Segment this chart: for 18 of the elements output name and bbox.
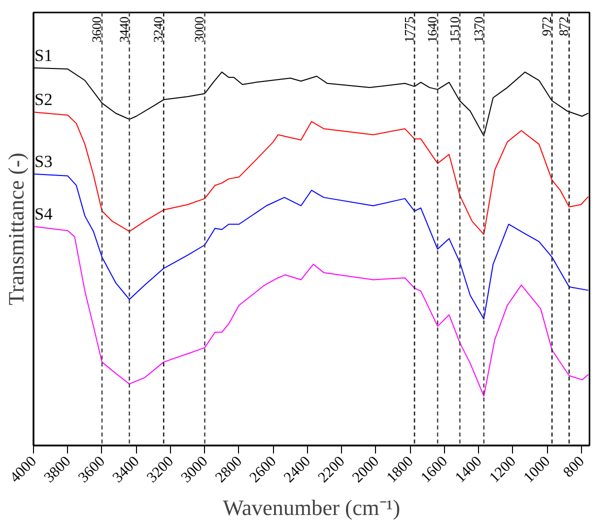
series-label: S1 <box>34 46 52 65</box>
series-label: S3 <box>34 152 52 172</box>
ref-line-label: 3600 <box>88 16 104 42</box>
ref-line-label: 1370 <box>470 16 486 42</box>
series-label: S4 <box>34 204 53 224</box>
ref-line-label: 872 <box>556 16 572 36</box>
x-axis-title: Wavenumber (cm⁻¹) <box>222 494 400 520</box>
ref-line-label: 1775 <box>402 16 416 42</box>
ref-line-label: 1510 <box>446 16 462 42</box>
series-label: S2 <box>34 90 52 110</box>
x-tick-label: 800 <box>560 454 588 481</box>
y-axis-title: Transmittance (-) <box>4 152 28 306</box>
ref-line-label: 3000 <box>192 16 207 42</box>
ref-line-label: 3440 <box>116 16 132 42</box>
ref-line-label: 3240 <box>150 16 166 42</box>
x-tick-label: 4000 <box>7 454 40 486</box>
ref-line-label: 1640 <box>424 16 440 42</box>
ref-line-label: 972 <box>539 16 554 36</box>
